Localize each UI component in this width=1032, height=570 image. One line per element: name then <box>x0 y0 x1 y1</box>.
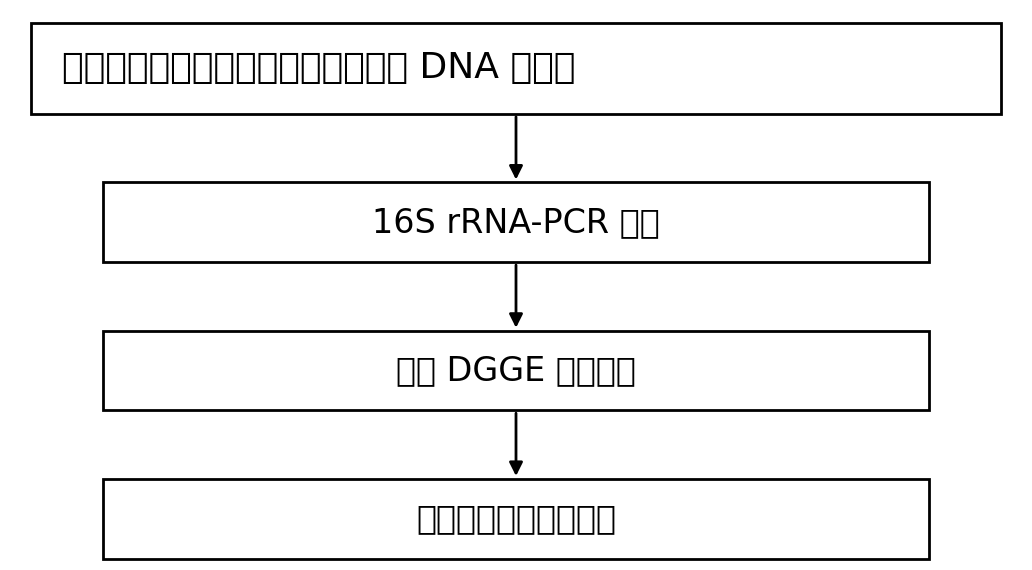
Text: 16S rRNA-PCR 扩增: 16S rRNA-PCR 扩增 <box>373 206 659 239</box>
Text: 获取 DGGE 电泳图谱: 获取 DGGE 电泳图谱 <box>396 354 636 387</box>
FancyBboxPatch shape <box>103 182 929 262</box>
Text: 不同培养时间异养小球藻污染细菌总 DNA 的提取: 不同培养时间异养小球藻污染细菌总 DNA 的提取 <box>62 51 575 86</box>
Text: 小球藻污染细菌的检测: 小球藻污染细菌的检测 <box>416 502 616 535</box>
FancyBboxPatch shape <box>103 479 929 559</box>
FancyBboxPatch shape <box>103 331 929 410</box>
FancyBboxPatch shape <box>31 23 1001 114</box>
